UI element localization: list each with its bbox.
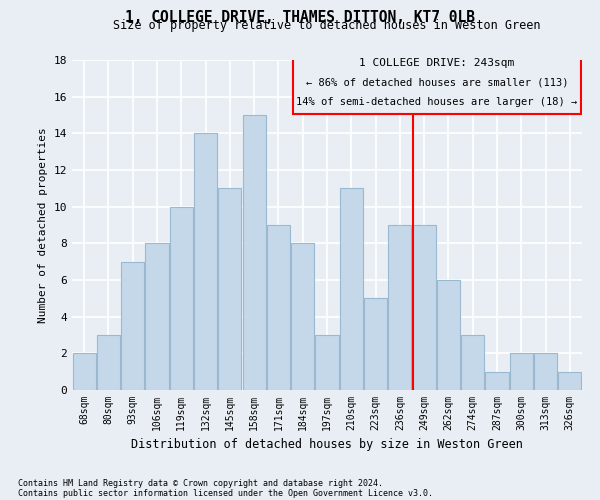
Bar bbox=[145, 244, 169, 390]
Bar bbox=[121, 262, 144, 390]
Bar bbox=[218, 188, 241, 390]
Text: Contains HM Land Registry data © Crown copyright and database right 2024.: Contains HM Land Registry data © Crown c… bbox=[18, 478, 383, 488]
Bar bbox=[437, 280, 460, 390]
Bar bbox=[316, 335, 338, 390]
Bar bbox=[461, 335, 484, 390]
Bar bbox=[534, 354, 557, 390]
Bar bbox=[559, 372, 581, 390]
Text: 14% of semi-detached houses are larger (18) →: 14% of semi-detached houses are larger (… bbox=[296, 98, 578, 108]
Y-axis label: Number of detached properties: Number of detached properties bbox=[38, 127, 48, 323]
Bar bbox=[364, 298, 387, 390]
Bar bbox=[388, 225, 412, 390]
Bar bbox=[510, 354, 533, 390]
Bar bbox=[73, 354, 95, 390]
Text: ← 86% of detached houses are smaller (113): ← 86% of detached houses are smaller (11… bbox=[305, 78, 568, 88]
Bar bbox=[267, 225, 290, 390]
Bar bbox=[242, 115, 266, 390]
Bar bbox=[485, 372, 509, 390]
Text: 1, COLLEGE DRIVE, THAMES DITTON, KT7 0LB: 1, COLLEGE DRIVE, THAMES DITTON, KT7 0LB bbox=[125, 10, 475, 25]
X-axis label: Distribution of detached houses by size in Weston Green: Distribution of detached houses by size … bbox=[131, 438, 523, 452]
Title: Size of property relative to detached houses in Weston Green: Size of property relative to detached ho… bbox=[113, 20, 541, 32]
Text: 1 COLLEGE DRIVE: 243sqm: 1 COLLEGE DRIVE: 243sqm bbox=[359, 58, 515, 68]
Bar bbox=[340, 188, 363, 390]
Text: Contains public sector information licensed under the Open Government Licence v3: Contains public sector information licen… bbox=[18, 488, 433, 498]
Bar bbox=[97, 335, 120, 390]
Bar bbox=[413, 225, 436, 390]
Bar bbox=[194, 134, 217, 390]
Bar bbox=[170, 206, 193, 390]
Bar bbox=[291, 244, 314, 390]
Bar bbox=[293, 56, 581, 114]
